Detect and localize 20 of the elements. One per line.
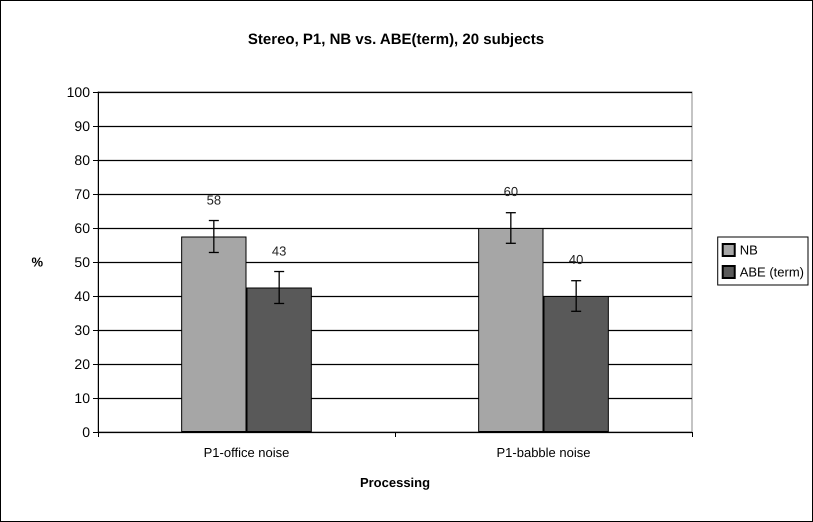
y-tick-label: 40	[74, 288, 90, 304]
y-tick-label: 80	[74, 152, 90, 168]
y-tick-label: 90	[74, 118, 90, 134]
x-axis-title: Processing	[360, 475, 430, 490]
y-axis-title: %	[31, 254, 44, 270]
y-tick-label: 0	[82, 424, 90, 440]
y-tick-label: 20	[74, 356, 90, 372]
legend-label: NB	[740, 242, 758, 258]
y-tick-label: 70	[74, 186, 90, 202]
y-tick-label: 30	[74, 322, 90, 338]
data-label: 58	[206, 192, 222, 208]
y-tick-label: 10	[74, 390, 90, 406]
y-tick-label: 60	[74, 220, 90, 236]
data-label: 43	[272, 244, 286, 258]
y-tick-label: 50	[74, 254, 90, 270]
x-tick-label: P1-babble noise	[496, 445, 590, 460]
x-tick-label: P1-office noise	[204, 445, 290, 460]
chart-title: Stereo, P1, NB vs. ABE(term), 20 subjects	[248, 31, 544, 48]
legend-label: ABE (term)	[740, 264, 804, 280]
y-tick-label: 100	[66, 84, 90, 100]
